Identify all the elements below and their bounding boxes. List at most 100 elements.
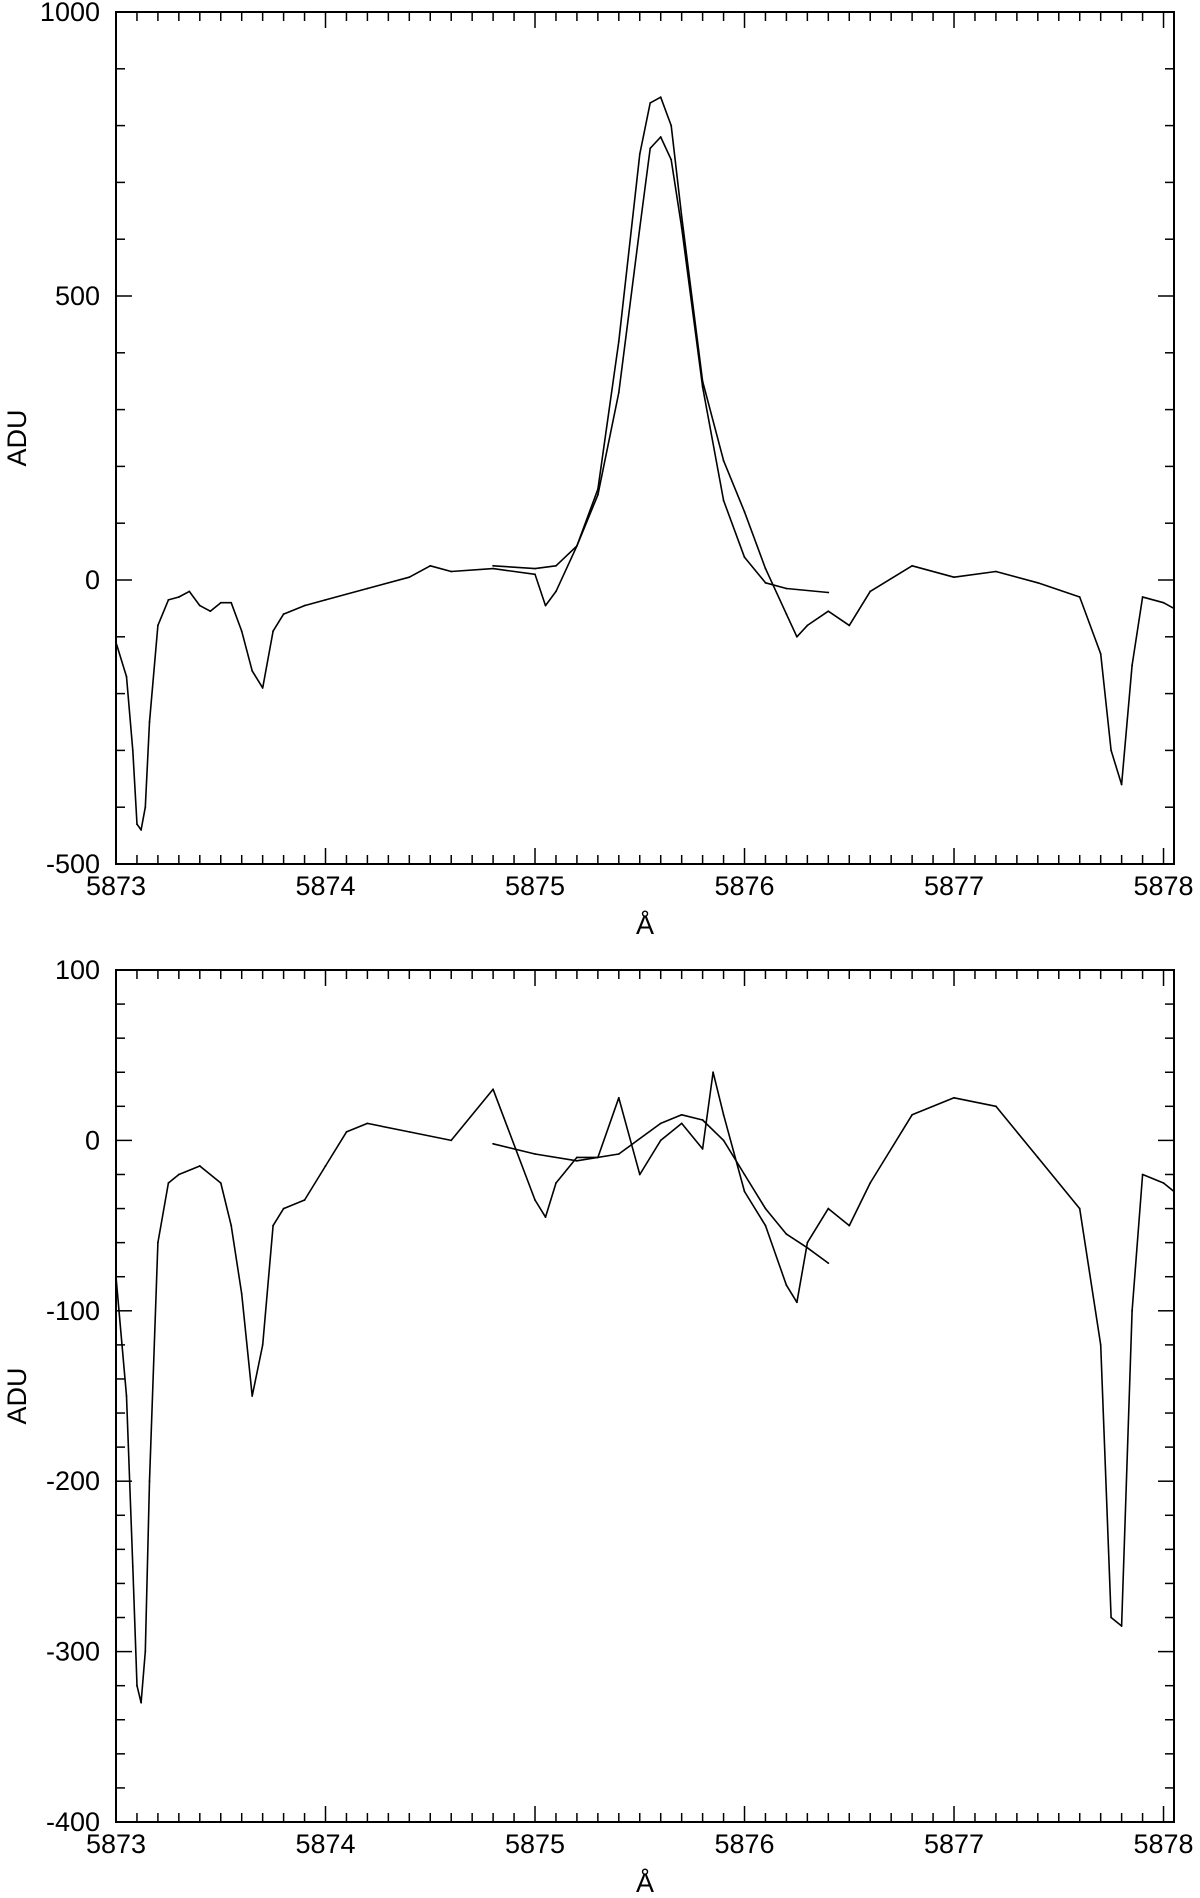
spectrum-point xyxy=(272,1224,275,1227)
fit-point xyxy=(492,564,495,567)
spectrum-point xyxy=(911,1113,914,1116)
spectrum-point xyxy=(617,1096,620,1099)
spectrum-point xyxy=(795,1301,798,1304)
spectrum-point xyxy=(995,570,997,573)
spectrum-point xyxy=(795,635,798,638)
spectrum-point xyxy=(136,1684,138,1687)
fit-point xyxy=(492,1142,495,1145)
spectrum-point xyxy=(848,624,851,627)
fit-point xyxy=(576,1159,578,1162)
spectrum-point xyxy=(131,1565,134,1568)
spectrum-point xyxy=(869,590,872,593)
x-tick-label: 5877 xyxy=(924,871,984,901)
spectrum-point xyxy=(722,1113,725,1116)
spectrum-point xyxy=(869,1182,872,1184)
spectrum-point xyxy=(115,1275,117,1278)
fit-curve xyxy=(492,1114,829,1264)
spectrum-point xyxy=(450,570,453,573)
spectrum-point xyxy=(140,1701,143,1704)
fit-point xyxy=(649,147,652,150)
spectrum-point xyxy=(144,1650,147,1653)
spectrum-point xyxy=(680,215,683,218)
spectrum-point xyxy=(806,1241,809,1244)
bottom-spectrum-panel: 5873 5874 5875 5876 5877 5878 -400 -300 -200 -100… xyxy=(2,955,1194,1898)
spectrum-point xyxy=(492,567,495,570)
x-tick-label: 5876 xyxy=(714,1829,774,1859)
y-tick-label: -300 xyxy=(46,1637,100,1667)
spectrum-point xyxy=(659,96,662,99)
fit-point xyxy=(806,1246,809,1249)
spectrum-point xyxy=(140,829,143,831)
spectrum-point xyxy=(148,721,151,723)
fit-point xyxy=(680,1113,683,1116)
spectrum-point xyxy=(324,1165,327,1167)
fit-point xyxy=(659,1122,662,1125)
spectrum-point xyxy=(261,687,264,689)
spectrum-point xyxy=(148,1480,151,1483)
spectrum-point xyxy=(303,604,306,607)
spectrum-point xyxy=(230,1224,233,1227)
spectrum-point xyxy=(282,1207,285,1210)
spectrum-point xyxy=(209,610,212,613)
spectrum-point xyxy=(167,1182,170,1184)
spectrum-point xyxy=(1173,1190,1175,1193)
fit-point xyxy=(785,587,788,590)
spectrum-point xyxy=(261,1343,264,1346)
y-tick-label: -100 xyxy=(46,1296,100,1326)
spectrum-point xyxy=(1141,596,1144,598)
x-tick-label: 5873 xyxy=(86,871,146,901)
spectrum-point xyxy=(576,1156,578,1159)
spectrum-point xyxy=(230,601,233,604)
x-tick-label: 5875 xyxy=(505,1829,565,1859)
spectrum-point xyxy=(450,1139,453,1142)
spectrum-point xyxy=(177,596,180,598)
x-tick-label: 5873 xyxy=(86,1829,146,1859)
y-axis-label: ADU xyxy=(2,1367,32,1424)
fit-point xyxy=(534,567,536,570)
spectrum-point xyxy=(1141,1173,1144,1176)
spectrum-point xyxy=(408,576,411,579)
spectrum-point xyxy=(1120,783,1123,786)
fit-point xyxy=(764,1207,767,1210)
spectrum-point xyxy=(701,1148,704,1150)
spectrum-point xyxy=(712,1071,714,1074)
spectrum-point xyxy=(324,598,327,601)
spectrum-point xyxy=(743,1190,746,1193)
spectrum-point xyxy=(167,598,170,601)
spectrum-point xyxy=(282,613,285,615)
spectrum-point xyxy=(219,1182,222,1184)
spectrum-point xyxy=(670,124,673,127)
spectrum-point xyxy=(1131,1309,1133,1312)
top-spectrum-panel: 5873 5874 5875 5876 5877 5878 -500 0 500 1000 Å ADU xyxy=(2,0,1194,940)
fit-point xyxy=(722,499,725,502)
fit-point xyxy=(617,391,620,394)
observed-spectrum-line xyxy=(115,1071,1175,1704)
spectrum-point xyxy=(198,604,201,607)
spectrum-point xyxy=(251,669,254,672)
spectrum-point xyxy=(555,590,557,593)
plot-frame xyxy=(115,11,1175,865)
spectrum-point xyxy=(144,806,147,809)
y-tick-label: 0 xyxy=(85,565,100,595)
spectrum-point xyxy=(1120,1625,1123,1627)
fit-point xyxy=(785,1233,788,1236)
y-tick-label: 1000 xyxy=(40,0,100,27)
spectrum-point xyxy=(827,1207,830,1210)
spectrum-point xyxy=(659,1139,662,1142)
spectrum-point xyxy=(764,567,767,570)
spectrum-point xyxy=(1162,1182,1165,1184)
spectrum-point xyxy=(131,749,134,752)
spectrum-point xyxy=(555,1182,557,1184)
fit-point xyxy=(827,591,830,594)
x-tick-label: 5878 xyxy=(1133,871,1193,901)
y-tick-label: -400 xyxy=(46,1807,100,1837)
x-axis-label: Å xyxy=(636,1867,654,1898)
fit-point xyxy=(576,545,578,547)
spectrum-point xyxy=(1173,607,1175,610)
fit-point xyxy=(827,1262,830,1264)
spectrum-point xyxy=(198,1165,201,1167)
spectrum-point xyxy=(240,630,243,633)
spectrum-point xyxy=(157,624,159,627)
fit-point xyxy=(680,226,683,229)
spectrum-point xyxy=(177,1173,180,1176)
